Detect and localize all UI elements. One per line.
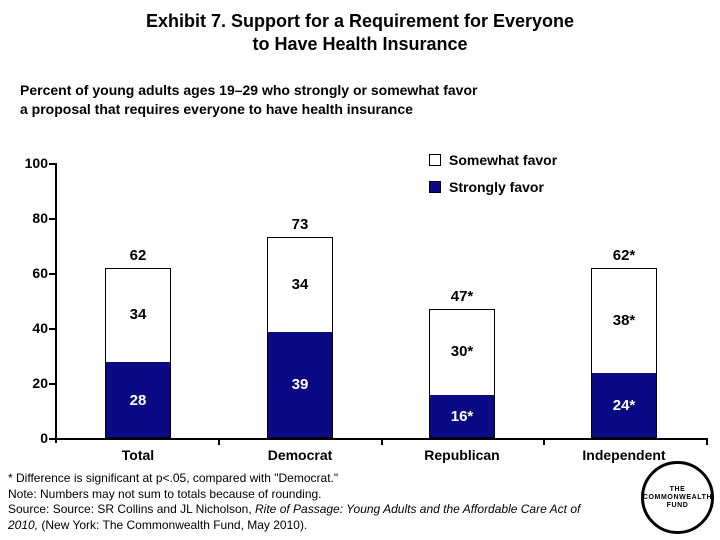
bar-democrat [267,237,333,438]
y-tick-label: 100 [24,155,48,171]
commonwealth-fund-logo-text: THE COMMONWEALTH FUND [642,485,713,509]
y-tick-label: 60 [32,265,48,281]
legend-swatch-strongly-favor-icon [429,181,441,193]
y-tick [49,383,55,385]
x-tick [217,438,220,445]
bar-segment-strongly-republican [430,395,494,437]
y-tick [49,438,55,440]
y-axis-line [55,163,57,443]
legend-label-strongly-favor: Strongly favor [449,179,544,195]
legend-item-somewhat-favor: Somewhat favor [429,152,557,168]
footnote-source-italic-1: Rite of Passage: Young Adults and the Af… [255,502,581,516]
bar-republican [429,308,495,438]
category-label-democrat: Democrat [267,447,333,463]
bar-strongly-label-republican: 16* [450,408,474,425]
bar-total [105,267,171,438]
bar-total-label-independent: 62* [612,246,636,264]
x-tick [380,438,383,445]
bar-strongly-label-democrat: 39 [291,376,309,394]
legend-label-somewhat-favor: Somewhat favor [449,152,558,168]
x-tick [706,438,708,445]
bar-strongly-label-total: 28 [129,391,147,409]
footnote-source-prefix: Source: Source: SR Collins and JL Nichol… [8,502,256,516]
y-tick [49,328,55,330]
bar-total-label-total: 62 [129,246,147,264]
bar-somewhat-label-republican: 30* [450,343,474,361]
bar-total-label-republican: 47* [450,287,474,305]
bar-segment-strongly-total [106,362,170,437]
chart-subtitle: Percent of young adults ages 19–29 who s… [20,82,478,117]
y-tick-label: 40 [32,320,48,336]
category-label-total: Total [121,447,155,463]
legend-swatch-somewhat-favor-icon [429,154,441,166]
bar-segment-strongly-democrat [268,331,332,437]
y-tick-label: 0 [40,430,48,446]
bar-somewhat-label-independent: 38* [612,311,636,329]
bar-total-label-democrat: 73 [291,216,309,234]
y-tick [49,218,55,220]
bar-segment-strongly-independent [592,373,656,437]
bar-somewhat-label-total: 34 [129,306,147,324]
bar-somewhat-label-democrat: 34 [291,276,309,293]
y-tick-label: 20 [32,375,48,391]
footnotes: * Difference is significant at p<.05, co… [8,471,633,533]
footnote-source: Source: Source: SR Collins and JL Nichol… [8,502,633,533]
bar-strongly-label-independent: 24* [612,397,636,414]
y-tick [49,273,55,275]
category-label-independent: Independent [582,447,666,463]
chart-title: Exhibit 7. Support for a Requirement for… [145,11,575,54]
commonwealth-fund-logo: THE COMMONWEALTH FUND [641,461,714,534]
y-tick-label: 80 [32,210,48,226]
x-tick [543,438,546,445]
footnote-source-suffix: (New York: The Commonwealth Fund, May 20… [38,517,308,532]
footnote-significance: * Difference is significant at p<.05, co… [8,471,339,485]
footnote-note: Note: Numbers may not sum to totals beca… [8,486,322,501]
category-label-republican: Republican [424,447,500,463]
y-tick [49,163,55,165]
legend-item-strongly-favor: Strongly favor [429,179,557,195]
footnote-source-italic-2: 2010, [8,517,39,532]
bar-independent [591,267,657,438]
legend: Somewhat favor Strongly favor [429,152,557,206]
